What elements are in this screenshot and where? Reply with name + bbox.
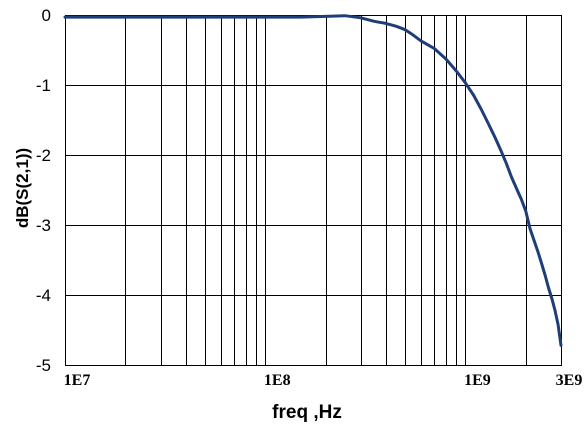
y-tick-label: -5	[36, 356, 51, 375]
y-tick-label: 0	[42, 6, 51, 25]
plot-border	[65, 15, 562, 366]
series-layer	[63, 14, 563, 347]
x-tick-label: 3E9	[556, 372, 583, 389]
y-axis-label: dB(S(2,1))	[13, 148, 32, 228]
grid	[65, 15, 562, 366]
y-tick-label: -1	[36, 76, 51, 95]
y-tick-label: -3	[36, 216, 51, 235]
x-axis-ticks: 1E7 1E8 1E9 3E9	[64, 372, 583, 389]
x-axis-label: freq ,Hz	[272, 402, 342, 423]
series-line	[63, 14, 563, 347]
x-tick-label: 1E7	[64, 372, 91, 389]
y-tick-label: -2	[36, 146, 51, 165]
y-tick-label: -4	[36, 286, 51, 305]
y-axis-ticks: 0 -1 -2 -3 -4 -5	[36, 6, 51, 375]
x-tick-label: 1E8	[264, 372, 291, 389]
x-tick-label: 1E9	[464, 372, 491, 389]
